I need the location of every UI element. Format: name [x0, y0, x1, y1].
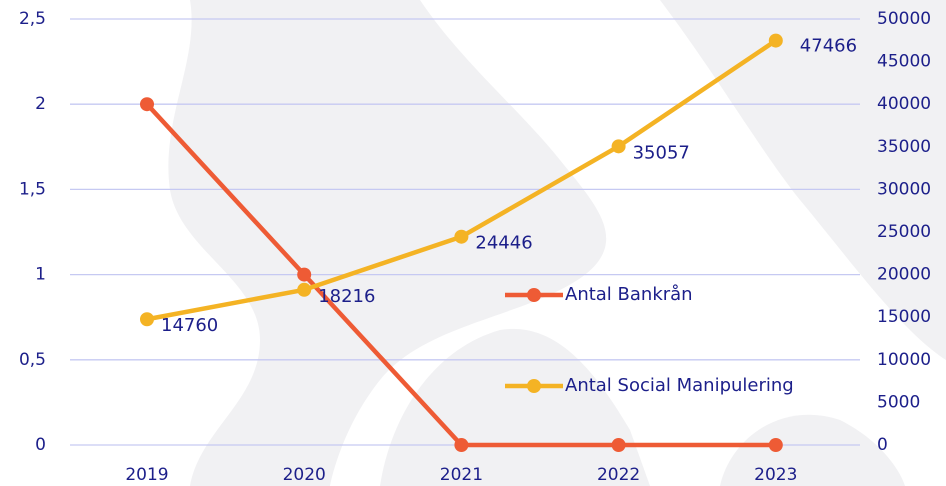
- y2-tick-label: 25000: [877, 222, 931, 242]
- y2-tick-label: 10000: [877, 350, 931, 370]
- point: [768, 438, 783, 452]
- y-tick-label: 1: [35, 265, 46, 285]
- y-tick-label: 2,5: [19, 9, 46, 29]
- point: [140, 312, 154, 327]
- y-tick-label: 0: [35, 435, 46, 455]
- point: [611, 438, 626, 452]
- data-label: 47466: [800, 36, 857, 57]
- legend-marker: [527, 288, 541, 302]
- y-tick-label: 0,5: [19, 350, 46, 370]
- legend-marker: [527, 379, 541, 393]
- point: [454, 229, 469, 244]
- point: [297, 267, 312, 282]
- y2-tick-label: 0: [877, 435, 888, 455]
- x-tick-label: 2022: [597, 465, 640, 485]
- x-tick-label: 2019: [125, 465, 168, 485]
- x-tick-label: 2021: [440, 465, 483, 485]
- y2-tick-label: 30000: [877, 179, 931, 199]
- legend-label: Antal Bankrån: [565, 284, 693, 305]
- data-label: 35057: [633, 142, 690, 163]
- data-label: 18216: [318, 286, 375, 307]
- point: [454, 438, 469, 452]
- background-shapes: [168, 0, 946, 486]
- y2-tick-label: 45000: [877, 52, 931, 72]
- legend-label: Antal Social Manipulering: [565, 375, 794, 396]
- point: [140, 97, 154, 112]
- y2-tick-label: 40000: [877, 94, 931, 114]
- y-tick-label: 1,5: [19, 179, 46, 199]
- x-tick-label: 2020: [283, 465, 326, 485]
- y2-tick-label: 15000: [877, 307, 931, 327]
- y2-tick-label: 35000: [877, 137, 931, 157]
- y2-tick-label: 20000: [877, 265, 931, 285]
- y2-tick-label: 5000: [877, 392, 920, 412]
- data-label: 24446: [475, 233, 532, 254]
- y2-tick-label: 50000: [877, 9, 931, 29]
- data-label: 14760: [161, 315, 218, 336]
- point: [611, 139, 626, 154]
- x-tick-label: 2023: [754, 465, 797, 485]
- point: [768, 33, 783, 48]
- point: [297, 282, 312, 297]
- y-tick-label: 2: [35, 94, 46, 114]
